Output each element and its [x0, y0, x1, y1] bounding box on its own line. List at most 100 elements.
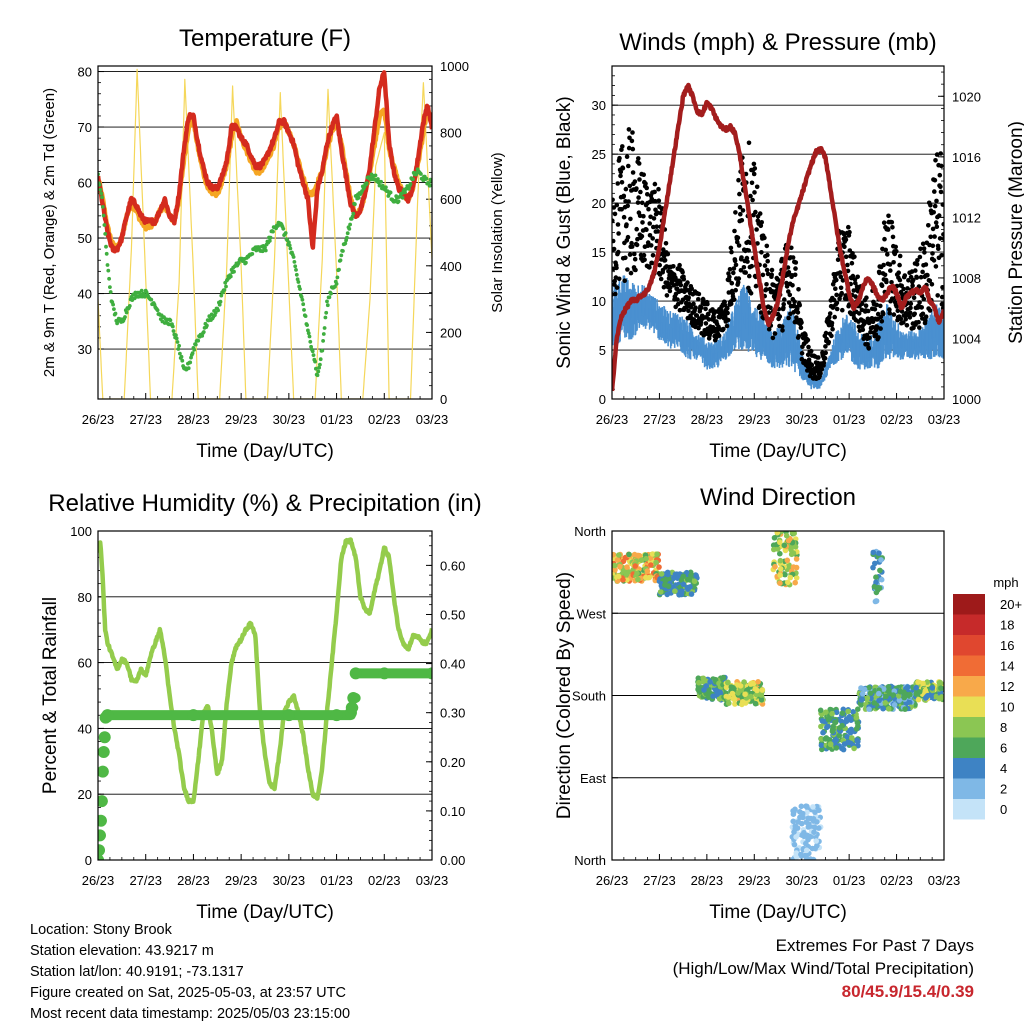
wind-point — [621, 214, 627, 220]
wind-point — [929, 282, 935, 287]
wind-point — [901, 286, 906, 292]
wind-point — [782, 297, 787, 302]
dir-point — [635, 576, 641, 583]
temp-point — [192, 347, 197, 352]
wind-point — [786, 270, 792, 275]
rh-ytick-label: 20 — [78, 787, 92, 802]
dir-point — [867, 690, 874, 697]
dir-point — [631, 551, 638, 558]
rh-ylabel: Percent & Total Rainfall — [40, 597, 61, 794]
temp-point — [127, 304, 132, 308]
dir-point — [620, 577, 626, 583]
wind-point — [878, 326, 883, 331]
rh-xlabel: Time (Day/UTC) — [196, 902, 334, 923]
temp-point — [293, 264, 298, 269]
wind-point — [727, 274, 732, 280]
wind-point — [849, 260, 855, 266]
wind-point — [920, 311, 926, 317]
dir-point — [739, 701, 745, 708]
wind-ytick-right-label: 1000 — [952, 392, 981, 407]
wind-point — [612, 218, 615, 223]
temp-point — [318, 362, 322, 367]
wind-point — [798, 325, 804, 331]
wind-point — [853, 294, 858, 299]
temp-point — [217, 302, 222, 307]
wind-point — [941, 221, 944, 227]
dir-point — [662, 577, 668, 584]
wind-point — [706, 317, 712, 322]
wind-point — [645, 192, 650, 197]
wind-point — [835, 257, 841, 263]
wind-xtick-label: 02/23 — [880, 412, 913, 427]
rh-xtick-label: 01/23 — [320, 873, 353, 888]
wind-point — [937, 172, 943, 178]
temp-point — [321, 332, 326, 336]
dir-point — [647, 555, 654, 562]
wind-point — [927, 308, 933, 313]
wind-point — [799, 320, 804, 325]
temp-point — [106, 268, 111, 273]
legend-label: 8 — [1000, 720, 1007, 735]
temp-point — [302, 308, 306, 312]
temp-point — [321, 339, 325, 343]
dir-point — [614, 557, 621, 563]
wind-point — [932, 189, 937, 194]
wind-point — [748, 291, 754, 296]
temp-ytick-label: 60 — [78, 176, 92, 191]
wind-point — [725, 310, 730, 316]
temp-point — [299, 295, 304, 299]
temp-point — [325, 299, 329, 304]
wind-point — [654, 224, 659, 229]
dir-point — [680, 573, 687, 580]
wind-point — [827, 311, 833, 316]
wind-point — [633, 267, 638, 273]
temp-title: Temperature (F) — [179, 25, 351, 52]
dir-point — [818, 742, 825, 749]
dir-ytick-label: East — [580, 771, 606, 786]
dir-point — [832, 719, 838, 726]
wind-point — [860, 327, 866, 333]
temp-point — [337, 267, 341, 272]
wind-point — [891, 260, 896, 265]
wind-point — [612, 238, 616, 244]
wind-point — [703, 306, 708, 312]
wind-point — [779, 324, 785, 329]
temp-point — [373, 173, 378, 178]
dir-point — [802, 852, 808, 859]
wind-point — [829, 320, 835, 326]
wind-point — [647, 265, 652, 270]
temp-point — [384, 185, 388, 190]
wind-point — [907, 315, 913, 320]
wind-point — [624, 154, 630, 159]
wind-point — [656, 186, 661, 192]
wind-point — [722, 302, 728, 308]
wind-series-pressure — [612, 82, 944, 392]
wind-point — [632, 256, 638, 262]
dir-point — [678, 591, 685, 598]
wind-point — [832, 314, 837, 320]
wind-point — [919, 305, 924, 310]
wind-point — [663, 241, 669, 246]
wind-point — [809, 362, 815, 368]
wind-point — [873, 332, 879, 337]
temp-point — [324, 310, 329, 315]
dir-point — [799, 832, 805, 838]
temp-ylabel: 2m & 9m T (Red, Orange) & 2m Td (Green) — [41, 88, 58, 377]
wind-point — [753, 283, 759, 289]
legend-swatch — [953, 758, 985, 779]
wind-point — [746, 248, 751, 253]
wind-point — [881, 220, 887, 225]
wind-point — [612, 282, 617, 287]
temp-point — [311, 353, 316, 357]
wind-point — [936, 213, 942, 218]
wind-point — [940, 202, 944, 207]
wind-point — [939, 301, 944, 307]
dir-point — [811, 829, 817, 835]
wind-point — [757, 211, 763, 216]
wind-point — [793, 260, 799, 265]
legend-swatch — [953, 778, 985, 799]
temp-xtick-label: 28/23 — [177, 412, 210, 427]
wind-point — [648, 243, 654, 248]
temp-point — [345, 235, 349, 240]
temp-point — [170, 324, 175, 329]
